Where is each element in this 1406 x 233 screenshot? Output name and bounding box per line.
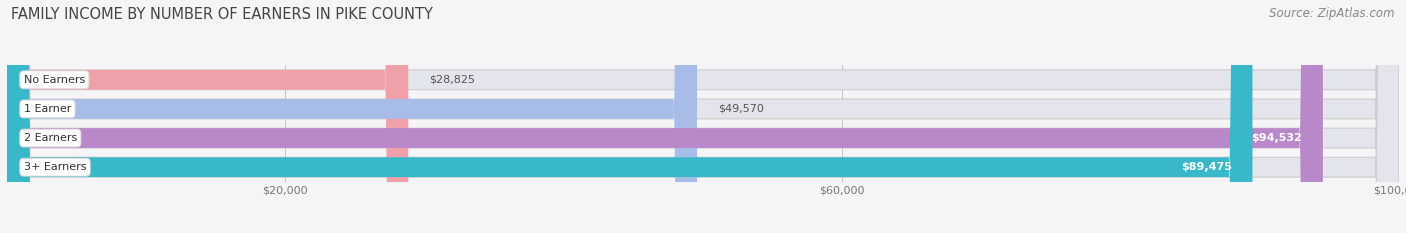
FancyBboxPatch shape xyxy=(7,0,1399,233)
FancyBboxPatch shape xyxy=(7,0,1399,233)
Text: $94,532: $94,532 xyxy=(1251,133,1302,143)
Text: $49,570: $49,570 xyxy=(718,104,763,114)
FancyBboxPatch shape xyxy=(7,0,1399,233)
FancyBboxPatch shape xyxy=(7,0,1253,233)
Text: 3+ Earners: 3+ Earners xyxy=(24,162,86,172)
Text: 1 Earner: 1 Earner xyxy=(24,104,72,114)
Text: $89,475: $89,475 xyxy=(1181,162,1232,172)
FancyBboxPatch shape xyxy=(7,0,697,233)
Text: Source: ZipAtlas.com: Source: ZipAtlas.com xyxy=(1270,7,1395,20)
Text: 2 Earners: 2 Earners xyxy=(24,133,77,143)
FancyBboxPatch shape xyxy=(7,0,1323,233)
Text: $28,825: $28,825 xyxy=(429,75,475,85)
Text: FAMILY INCOME BY NUMBER OF EARNERS IN PIKE COUNTY: FAMILY INCOME BY NUMBER OF EARNERS IN PI… xyxy=(11,7,433,22)
FancyBboxPatch shape xyxy=(7,0,1399,233)
FancyBboxPatch shape xyxy=(7,0,408,233)
Text: No Earners: No Earners xyxy=(24,75,84,85)
